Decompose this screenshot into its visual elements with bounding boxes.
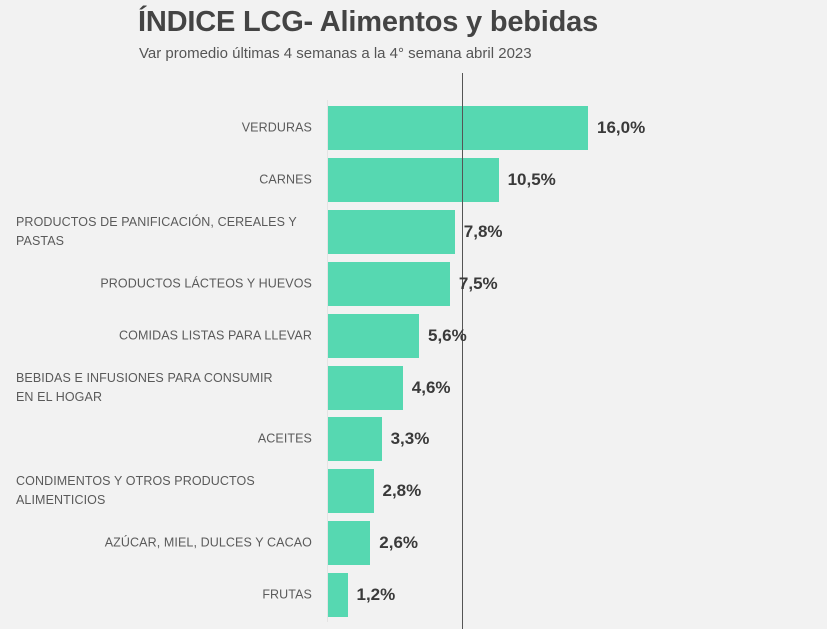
- bar-row: CONDIMENTOS Y OTROS PRODUCTOS ALIMENTICIO…: [0, 469, 827, 513]
- value-label: 10,5%: [507, 170, 556, 189]
- category-label: COMIDAS LISTAS PARA LLEVAR: [12, 327, 312, 346]
- category-label-line1: BEBIDAS E INFUSIONES PARA CONSUMIR: [16, 371, 273, 385]
- value-label: 5,6%: [428, 326, 467, 345]
- bar: [328, 106, 588, 150]
- bar-row: PRODUCTOS DE PANIFICACIÓN, CEREALES Y PAS…: [0, 210, 827, 254]
- category-label: BEBIDAS E INFUSIONES PARA CONSUMIR EN EL …: [16, 369, 312, 407]
- category-label-line1: FRUTAS: [262, 587, 312, 602]
- bar: [328, 469, 374, 513]
- category-label-line2: EN EL HOGAR: [16, 390, 103, 404]
- category-label-line1: VERDURAS: [241, 120, 312, 135]
- category-label-line1: ACEITES: [257, 431, 312, 446]
- category-label-line1: AZÚCAR, MIEL, DULCES Y CACAO: [104, 535, 312, 550]
- bar: [328, 366, 403, 410]
- value-label: 3,3%: [390, 429, 430, 448]
- category-label: AZÚCAR, MIEL, DULCES Y CACAO: [12, 534, 312, 553]
- category-label: VERDURAS: [12, 119, 312, 138]
- bar-row: COMIDAS LISTAS PARA LLEVAR 5,6%: [0, 314, 827, 358]
- category-label-line1: PRODUCTOS LÁCTEOS Y HUEVOS: [100, 276, 312, 291]
- category-label: ACEITES: [12, 430, 312, 449]
- bar-row: ACEITES 3,3%: [0, 417, 827, 461]
- category-label-line1: COMIDAS LISTAS PARA LLEVAR: [119, 328, 312, 343]
- bar-row: AZÚCAR, MIEL, DULCES Y CACAO 2,6%: [0, 521, 827, 565]
- bar-row: CARNES 10,5%: [0, 158, 827, 202]
- category-label-line1: PRODUCTOS DE PANIFICACIÓN, CEREALES Y: [16, 215, 297, 229]
- value-label: 16,0%: [597, 118, 646, 137]
- bar: [328, 158, 499, 202]
- category-label: PRODUCTOS DE PANIFICACIÓN, CEREALES Y PAS…: [16, 213, 312, 251]
- category-label: CARNES: [12, 171, 312, 190]
- bar: [328, 210, 455, 254]
- bar-row: VERDURAS 16,0%: [0, 106, 827, 150]
- chart-title: ÍNDICE LCG- Alimentos y bebidas: [138, 6, 599, 38]
- bar-row: PRODUCTOS LÁCTEOS Y HUEVOS 7,5%: [0, 262, 827, 306]
- bar-row: BEBIDAS E INFUSIONES PARA CONSUMIR EN EL …: [0, 366, 827, 410]
- category-label-line1: CONDIMENTOS Y OTROS PRODUCTOS: [16, 474, 255, 488]
- reference-line: [462, 73, 463, 629]
- value-label: 4,6%: [411, 378, 451, 397]
- category-label-line2: PASTAS: [16, 234, 65, 248]
- value-label: 2,6%: [379, 533, 419, 552]
- bar: [328, 262, 450, 306]
- category-label: FRUTAS: [12, 586, 312, 605]
- bar: [328, 417, 382, 461]
- bar: [328, 521, 371, 565]
- category-label-line2: ALIMENTICIOS: [16, 493, 106, 507]
- chart-subtitle: Var promedio últimas 4 semanas a la 4° s…: [139, 45, 532, 62]
- category-axis-line: [327, 100, 328, 622]
- bar: [328, 314, 419, 358]
- value-label: 7,5%: [458, 274, 498, 293]
- bar-row: FRUTAS 1,2%: [0, 573, 827, 617]
- category-label: CONDIMENTOS Y OTROS PRODUCTOS ALIMENTICIO…: [16, 472, 312, 510]
- bar: [328, 573, 348, 617]
- value-label: 7,8%: [463, 222, 503, 241]
- category-label: PRODUCTOS LÁCTEOS Y HUEVOS: [12, 275, 312, 294]
- value-label: 2,8%: [382, 481, 422, 500]
- value-label: 1,2%: [356, 585, 396, 604]
- category-label-line1: CARNES: [259, 172, 312, 187]
